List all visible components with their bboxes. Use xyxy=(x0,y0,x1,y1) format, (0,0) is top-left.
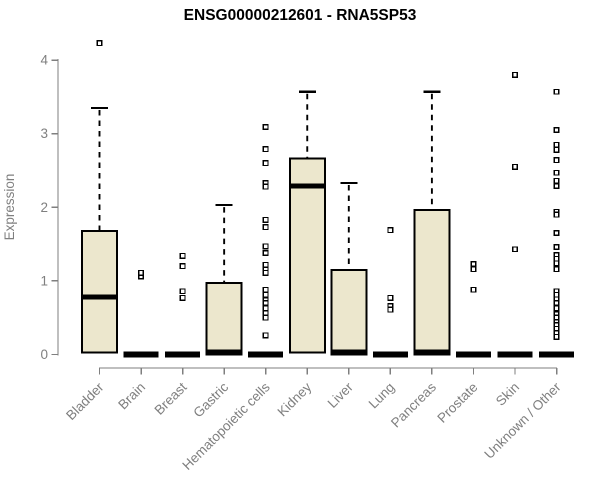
outlier-point-prostate xyxy=(470,286,477,293)
y-tick-label-1: 1 xyxy=(40,273,48,288)
y-tick-label-0: 0 xyxy=(40,347,48,362)
outlier-point-hematopoietic-cells xyxy=(262,183,269,190)
outlier-point-lung xyxy=(387,306,394,313)
outlier-point-hematopoietic-cells xyxy=(262,124,269,131)
outlier-point-hematopoietic-cells xyxy=(262,305,269,312)
outlier-point-hematopoietic-cells xyxy=(262,146,269,153)
outlier-point-hematopoietic-cells xyxy=(262,286,269,293)
outlier-point-hematopoietic-cells xyxy=(262,300,269,306)
median-line-liver xyxy=(330,349,368,356)
x-tick-label-lung: Lung xyxy=(366,380,398,412)
outlier-point-hematopoietic-cells xyxy=(262,224,269,231)
outlier-point-prostate xyxy=(470,266,477,273)
outlier-point-hematopoietic-cells xyxy=(262,243,269,250)
zero-bar-prostate xyxy=(455,351,491,358)
box-bladder xyxy=(81,229,118,354)
outlier-point-hematopoietic-cells xyxy=(262,216,269,223)
outlier-point-skin xyxy=(512,71,518,78)
x-tick-label-liver: Liver xyxy=(325,379,357,411)
outlier-point-unknown-other xyxy=(553,146,560,153)
x-tick-label-skin: Skin xyxy=(493,380,522,409)
outlier-point-unknown-other xyxy=(553,88,560,95)
y-tick-label-4: 4 xyxy=(40,53,48,68)
outlier-point-breast xyxy=(179,294,186,301)
outlier-point-lung xyxy=(387,227,394,234)
outlier-point-prostate xyxy=(470,261,477,267)
outlier-point-hematopoietic-cells xyxy=(262,160,269,167)
outlier-point-unknown-other xyxy=(553,260,560,267)
outlier-point-unknown-other xyxy=(553,169,560,176)
outlier-point-breast xyxy=(179,263,186,270)
outlier-point-skin xyxy=(512,163,518,170)
outlier-point-unknown-other xyxy=(553,244,560,250)
outlier-point-unknown-other xyxy=(553,230,560,237)
outlier-point-hematopoietic-cells xyxy=(262,332,269,339)
zero-bar-brain xyxy=(123,351,159,358)
outlier-point-hematopoietic-cells xyxy=(262,291,269,298)
zero-bar-hematopoietic-cells xyxy=(248,351,284,358)
x-tick-label-unknown-other: Unknown / Other xyxy=(481,379,564,462)
outlier-point-unknown-other xyxy=(553,333,560,340)
x-tick-label-bladder: Bladder xyxy=(63,379,107,423)
x-tick-label-kidney: Kidney xyxy=(275,379,315,419)
box-liver xyxy=(330,268,368,356)
x-tick-label-brain: Brain xyxy=(115,380,148,413)
outlier-point-unknown-other xyxy=(553,300,560,306)
x-tick-label-pancreas: Pancreas xyxy=(388,379,439,430)
outlier-point-unknown-other xyxy=(553,141,560,148)
median-line-gastric xyxy=(205,349,243,356)
outlier-point-skin xyxy=(512,246,518,253)
outlier-point-unknown-other xyxy=(553,211,560,218)
zero-bar-breast xyxy=(165,351,201,358)
chart-title: ENSG00000212601 - RNA5SP53 xyxy=(184,7,417,24)
outlier-point-unknown-other xyxy=(553,157,560,164)
box-pancreas xyxy=(413,209,451,356)
outlier-point-breast xyxy=(179,252,186,259)
y-axis-label: Expression xyxy=(2,174,17,241)
zero-bar-lung xyxy=(372,351,408,358)
outlier-point-breast xyxy=(179,288,186,295)
zero-bar-unknown-other xyxy=(539,351,575,358)
outlier-point-unknown-other xyxy=(553,183,560,189)
outlier-point-lung xyxy=(387,294,394,301)
box-gastric xyxy=(205,282,243,356)
outlier-point-unknown-other xyxy=(553,266,560,273)
median-line-pancreas xyxy=(413,349,451,356)
outlier-point-hematopoietic-cells xyxy=(262,249,269,256)
y-tick-label-2: 2 xyxy=(40,200,48,215)
outlier-point-unknown-other xyxy=(553,305,560,312)
outlier-point-hematopoietic-cells xyxy=(262,314,269,321)
outlier-point-hematopoietic-cells xyxy=(262,269,269,276)
outlier-point-brain xyxy=(138,269,144,276)
x-tick-label-gastric: Gastric xyxy=(190,379,231,420)
y-tick-label-3: 3 xyxy=(40,126,48,141)
outlier-point-unknown-other xyxy=(553,127,560,133)
median-line-bladder xyxy=(82,294,117,300)
outlier-point-bladder xyxy=(96,40,103,47)
zero-bar-skin xyxy=(497,351,533,358)
outlier-point-unknown-other xyxy=(553,177,560,184)
median-line-kidney xyxy=(289,183,325,189)
outlier-point-hematopoietic-cells xyxy=(262,261,269,268)
box-kidney xyxy=(288,157,326,354)
x-tick-label-breast: Breast xyxy=(152,379,190,417)
x-tick-label-prostate: Prostate xyxy=(434,380,480,426)
